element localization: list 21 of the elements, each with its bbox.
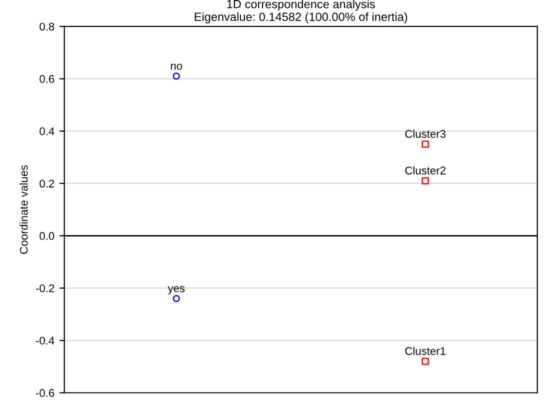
- y-tick-label: -0.6: [36, 389, 54, 397]
- point: [422, 358, 429, 365]
- series-label: Cluster3: [405, 130, 446, 138]
- y-tick-label: -0.2: [36, 284, 54, 292]
- y-tick-label: 0.2: [40, 180, 54, 188]
- y-tick-label: 0.4: [40, 127, 54, 136]
- point: [422, 177, 429, 184]
- series-label: Cluster1: [405, 346, 446, 355]
- y-axis-title: Coordinate values: [20, 165, 28, 254]
- y-tick-label: 0.6: [40, 75, 54, 83]
- y-tick-label: 0.8: [40, 22, 54, 31]
- series-label: no: [170, 64, 182, 70]
- point: [422, 140, 429, 148]
- chart-title: 1D correspondence analysis: [227, 0, 375, 11]
- chart-subtitle: Eigenvalue: 0.14582 (100.00% of inertia): [194, 12, 408, 24]
- point: [172, 294, 180, 302]
- point: [172, 72, 180, 80]
- series-label: yes: [168, 286, 185, 294]
- series-label: Cluster2: [405, 166, 446, 174]
- y-tick-label: 0.0: [40, 232, 54, 240]
- y-tick-label: -0.4: [36, 336, 54, 345]
